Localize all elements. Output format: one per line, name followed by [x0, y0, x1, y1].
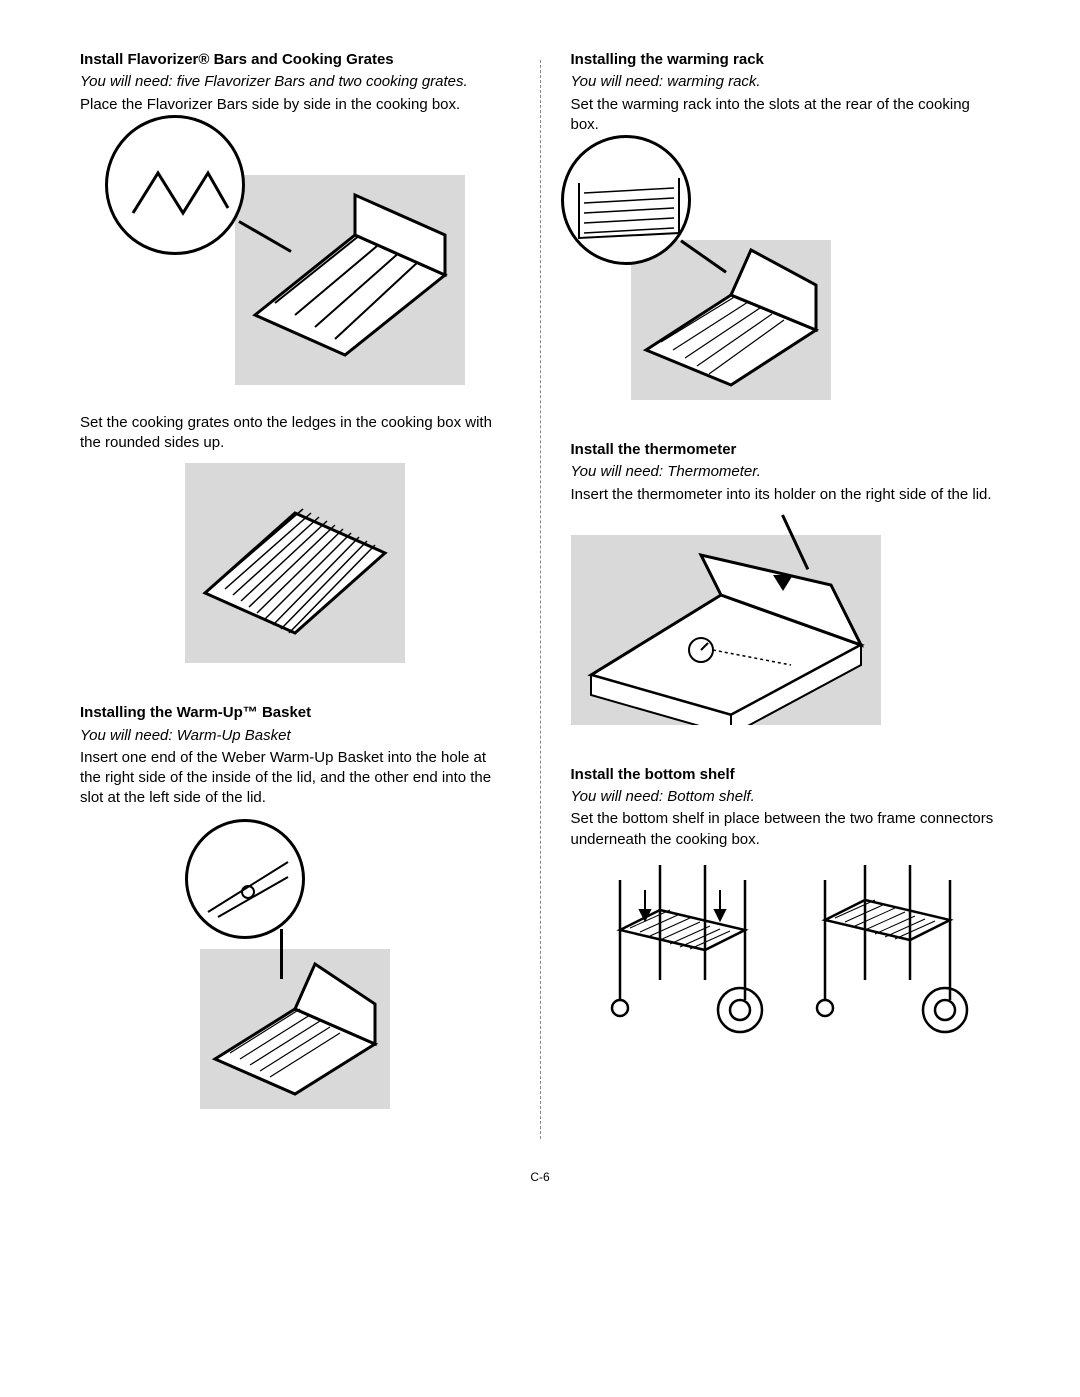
body-flavorizer-1: Place the Flavorizer Bars side by side i… — [80, 95, 510, 115]
body-warming-rack: Set the warming rack into the slots at t… — [571, 95, 1001, 136]
need-warmup: You will need: Warm-Up Basket — [80, 726, 510, 746]
heading-warming-rack: Installing the warming rack — [571, 50, 1001, 70]
heading-bottom-shelf: Install the bottom shelf — [571, 765, 1001, 785]
need-thermometer: You will need: Thermometer. — [571, 462, 1001, 482]
need-warming-rack: You will need: warming rack. — [571, 72, 1001, 92]
lid-open-icon — [200, 949, 390, 1109]
figure-warming-rack — [571, 145, 1001, 400]
grates-icon — [185, 463, 405, 663]
body-thermometer: Insert the thermometer into its holder o… — [571, 485, 1001, 505]
grill-closed-icon — [571, 535, 881, 725]
cart-frame-icon — [590, 860, 775, 1035]
left-column: Install Flavorizer® Bars and Cooking Gra… — [80, 50, 510, 1149]
figure-cooking-grates — [80, 463, 510, 663]
body-flavorizer-2: Set the cooking grates onto the ledges i… — [80, 413, 510, 454]
section-flavorizer: Install Flavorizer® Bars and Cooking Gra… — [80, 50, 510, 681]
heading-thermometer: Install the thermometer — [571, 440, 1001, 460]
cart-frame-icon — [795, 860, 980, 1035]
callout-circle-icon — [105, 115, 245, 255]
grill-box-icon — [235, 175, 465, 385]
figure-warmup-basket — [80, 819, 510, 1109]
section-warmup-basket: Installing the Warm-Up™ Basket You will … — [80, 703, 510, 1126]
callout-circle-icon — [561, 135, 691, 265]
column-divider — [540, 60, 541, 1139]
section-thermometer: Install the thermometer You will need: T… — [571, 440, 1001, 743]
need-flavorizer: You will need: five Flavorizer Bars and … — [80, 72, 510, 92]
callout-circle-icon — [185, 819, 305, 939]
need-bottom-shelf: You will need: Bottom shelf. — [571, 787, 1001, 807]
page-columns: Install Flavorizer® Bars and Cooking Gra… — [80, 50, 1000, 1149]
heading-warmup: Installing the Warm-Up™ Basket — [80, 703, 510, 723]
figure-flavorizer-bars — [80, 125, 510, 395]
figure-thermometer — [571, 515, 1001, 725]
arrow-down-icon — [771, 567, 795, 591]
figure-bottom-shelf-pair — [571, 860, 1001, 1035]
section-warming-rack: Installing the warming rack You will nee… — [571, 50, 1001, 418]
heading-flavorizer: Install Flavorizer® Bars and Cooking Gra… — [80, 50, 510, 70]
page-number: C-6 — [80, 1169, 1000, 1185]
body-warmup: Insert one end of the Weber Warm-Up Bask… — [80, 748, 510, 809]
body-bottom-shelf: Set the bottom shelf in place between th… — [571, 809, 1001, 850]
right-column: Installing the warming rack You will nee… — [571, 50, 1001, 1149]
section-bottom-shelf: Install the bottom shelf You will need: … — [571, 765, 1001, 1053]
